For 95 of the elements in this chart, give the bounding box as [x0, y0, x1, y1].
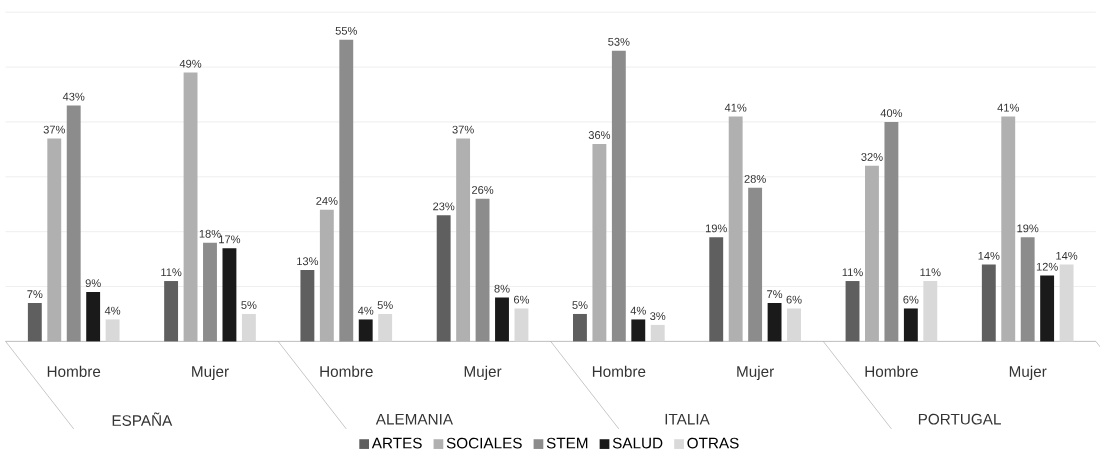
bar [203, 242, 217, 342]
x-tick-label: Hombre [320, 365, 373, 377]
text: PORTUGAL [918, 413, 1001, 425]
data-label: 32% [861, 153, 883, 161]
bar [86, 292, 101, 342]
bar [1020, 237, 1035, 342]
data-label: 14% [1056, 251, 1078, 260]
bar [456, 138, 471, 342]
bar [1001, 116, 1016, 342]
bar [27, 302, 42, 342]
data-label: 26% [472, 185, 494, 194]
data-label: 53% [608, 37, 630, 46]
text: ESPAÑA [112, 412, 173, 426]
data-label: 43% [62, 92, 85, 101]
data-label: 14% [978, 251, 1000, 260]
bar [319, 209, 334, 342]
bar [47, 138, 62, 342]
bar [300, 270, 315, 342]
bar [339, 39, 354, 342]
data-label: 28% [744, 174, 766, 183]
text: ITALIA [665, 413, 710, 425]
data-label: 4% [357, 306, 374, 315]
legend-label: SALUD [612, 437, 663, 449]
data-label: 40% [880, 109, 903, 118]
data-label: 23% [433, 202, 455, 211]
data-label: 19% [1017, 224, 1039, 233]
bar [66, 105, 81, 342]
data-label: 9% [85, 279, 101, 288]
bar [865, 165, 879, 342]
data-label: 5% [377, 301, 393, 310]
bar [573, 313, 587, 342]
bar [358, 319, 373, 342]
x-tick-label: Mujer [1009, 365, 1047, 380]
data-label: 19% [705, 224, 727, 233]
data-label: 3% [650, 312, 666, 321]
data-label: 36% [588, 131, 611, 139]
bar [514, 308, 529, 342]
x-tick-label: Mujer [192, 365, 229, 380]
data-label: 13% [297, 257, 319, 266]
bar [748, 187, 763, 342]
data-label: 7% [27, 290, 43, 299]
bar [845, 281, 860, 342]
bar [981, 264, 996, 342]
bar [787, 308, 801, 342]
bar [475, 198, 490, 342]
text: ALEMANIA [375, 413, 454, 425]
data-label: 5% [572, 301, 588, 310]
x-tick-label: Mujer [464, 365, 502, 380]
data-label: 24% [316, 196, 338, 205]
x-tick-label: Hombre [592, 365, 646, 377]
x-tick-label: Hombre [865, 365, 918, 377]
bar [611, 50, 626, 342]
data-label: 6% [903, 295, 919, 304]
data-label: 41% [724, 103, 747, 112]
bar [183, 72, 198, 342]
bar [650, 324, 665, 342]
bar [241, 313, 256, 342]
data-label: 4% [104, 306, 121, 315]
x-tick-label: Hombre [47, 365, 101, 377]
data-label: 41% [997, 103, 1019, 112]
bar [728, 116, 743, 342]
data-label: 7% [767, 290, 783, 299]
data-label: 11% [920, 268, 941, 277]
legend-label: ARTES [371, 437, 422, 449]
x-tick-label: Mujer [737, 365, 774, 380]
bar [884, 121, 899, 342]
data-label: 5% [241, 301, 257, 310]
data-label: 6% [513, 295, 530, 304]
data-label: 18% [199, 229, 221, 238]
data-label: 37% [452, 125, 474, 134]
bar [495, 297, 509, 342]
data-label: 6% [786, 295, 802, 304]
bar [105, 319, 120, 342]
bar [631, 319, 646, 342]
bar [1040, 275, 1055, 342]
bar [378, 313, 393, 342]
bar [164, 281, 179, 342]
bar [709, 237, 724, 342]
bar [222, 248, 237, 342]
bar [767, 302, 782, 342]
bar [592, 143, 607, 342]
data-label: 37% [43, 125, 65, 134]
legend-label: STEM [546, 437, 588, 449]
data-label: 12% [1036, 262, 1058, 271]
legend-label: SOCIALES [446, 437, 522, 449]
data-label: 11% [161, 268, 182, 277]
data-label: 55% [335, 26, 357, 35]
bar [436, 215, 451, 342]
data-label: 11% [842, 268, 863, 277]
bar [903, 308, 918, 342]
legend-label: OTRAS [687, 437, 739, 449]
data-label: 4% [630, 306, 646, 315]
data-label: 49% [179, 59, 202, 68]
data-label: 8% [494, 284, 510, 293]
data-label: 17% [219, 235, 241, 244]
